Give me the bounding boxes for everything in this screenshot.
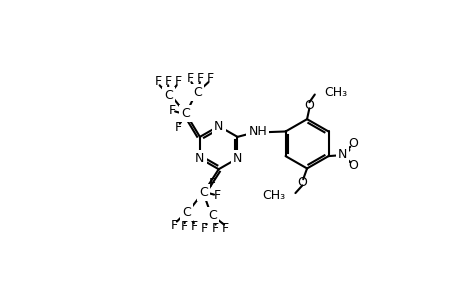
Text: F: F — [168, 104, 175, 117]
Text: F: F — [174, 75, 181, 88]
Text: F: F — [208, 177, 216, 190]
Text: N: N — [232, 152, 241, 165]
Text: NH: NH — [248, 125, 266, 138]
Text: F: F — [180, 220, 187, 233]
Text: F: F — [222, 222, 229, 235]
Text: C: C — [198, 186, 207, 199]
Text: C: C — [181, 206, 190, 219]
Text: N: N — [337, 148, 347, 161]
Text: C: C — [164, 89, 173, 102]
Text: O: O — [347, 159, 358, 172]
Text: F: F — [164, 75, 171, 88]
Text: C: C — [181, 107, 190, 120]
Text: O: O — [297, 176, 307, 189]
Text: F: F — [196, 72, 203, 85]
Text: O: O — [347, 137, 358, 150]
Text: F: F — [190, 220, 198, 233]
Text: O: O — [304, 99, 313, 112]
Text: F: F — [201, 222, 208, 235]
Text: F: F — [171, 219, 178, 232]
Text: F: F — [187, 72, 194, 85]
Text: N: N — [213, 120, 223, 133]
Text: F: F — [174, 121, 181, 134]
Text: C: C — [193, 86, 202, 99]
Text: C: C — [207, 209, 216, 222]
Text: CH₃: CH₃ — [324, 86, 347, 99]
Text: N: N — [195, 152, 204, 165]
Text: F: F — [212, 222, 218, 235]
Text: F: F — [206, 72, 213, 85]
Text: F: F — [213, 189, 220, 202]
Text: F: F — [154, 75, 161, 88]
Text: CH₃: CH₃ — [262, 189, 285, 202]
